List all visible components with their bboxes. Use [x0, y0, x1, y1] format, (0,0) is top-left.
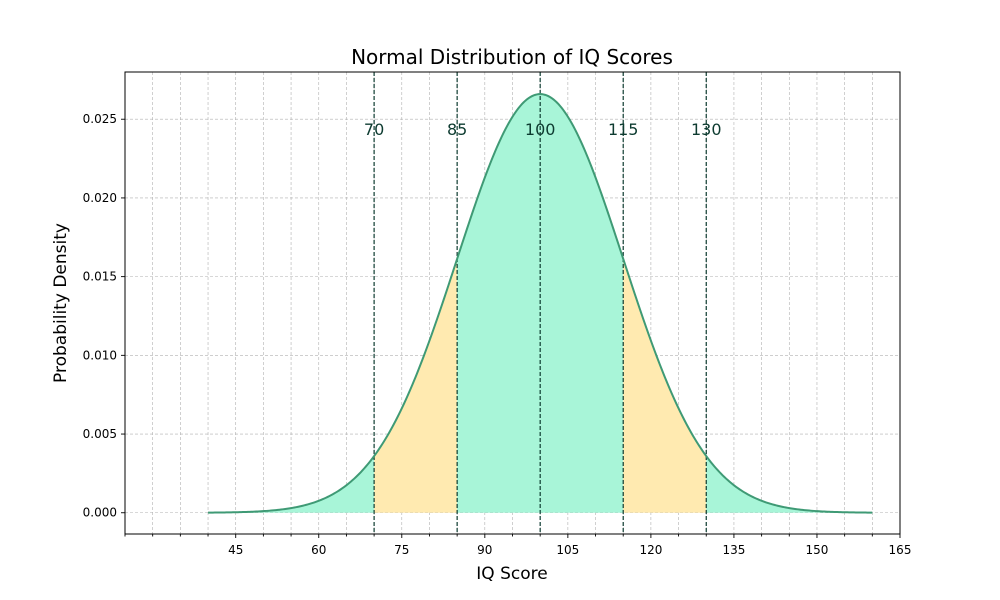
x-tick-label: 105	[556, 543, 579, 557]
x-tick-label: 150	[806, 543, 829, 557]
y-tick-label: 0.025	[83, 112, 117, 126]
y-tick-label: 0.015	[83, 270, 117, 284]
chart-title: Normal Distribution of IQ Scores	[351, 45, 673, 69]
x-tick-label: 165	[889, 543, 912, 557]
fill-region	[706, 456, 873, 513]
density-curve	[208, 93, 873, 514]
y-tick-label: 0.010	[83, 348, 117, 362]
x-tick-label: 75	[394, 543, 409, 557]
marker-label: 115	[608, 120, 639, 139]
y-tick-label: 0.020	[83, 191, 117, 205]
x-axis-label: IQ Score	[476, 564, 547, 584]
marker-label: 85	[447, 120, 467, 139]
y-axis: 0.000 0.005 0.010 0.015 0.020 0.025	[83, 112, 125, 520]
fill-region	[208, 456, 375, 513]
marker-label: 100	[525, 120, 556, 139]
density-curve-line	[208, 93, 873, 514]
x-axis: 45 60 75 90 105 120 135 150 165	[124, 534, 912, 557]
x-tick-label: 45	[228, 543, 243, 557]
y-axis-label: Probability Density	[51, 223, 71, 383]
x-tick-label: 120	[639, 543, 662, 557]
marker-label: 70	[364, 120, 384, 139]
x-tick-label: 60	[311, 543, 326, 557]
y-tick-label: 0.005	[83, 427, 117, 441]
marker-label: 130	[691, 120, 722, 139]
x-tick-label: 135	[722, 543, 745, 557]
x-tick-label: 90	[477, 543, 492, 557]
y-tick-label: 0.000	[83, 506, 117, 520]
